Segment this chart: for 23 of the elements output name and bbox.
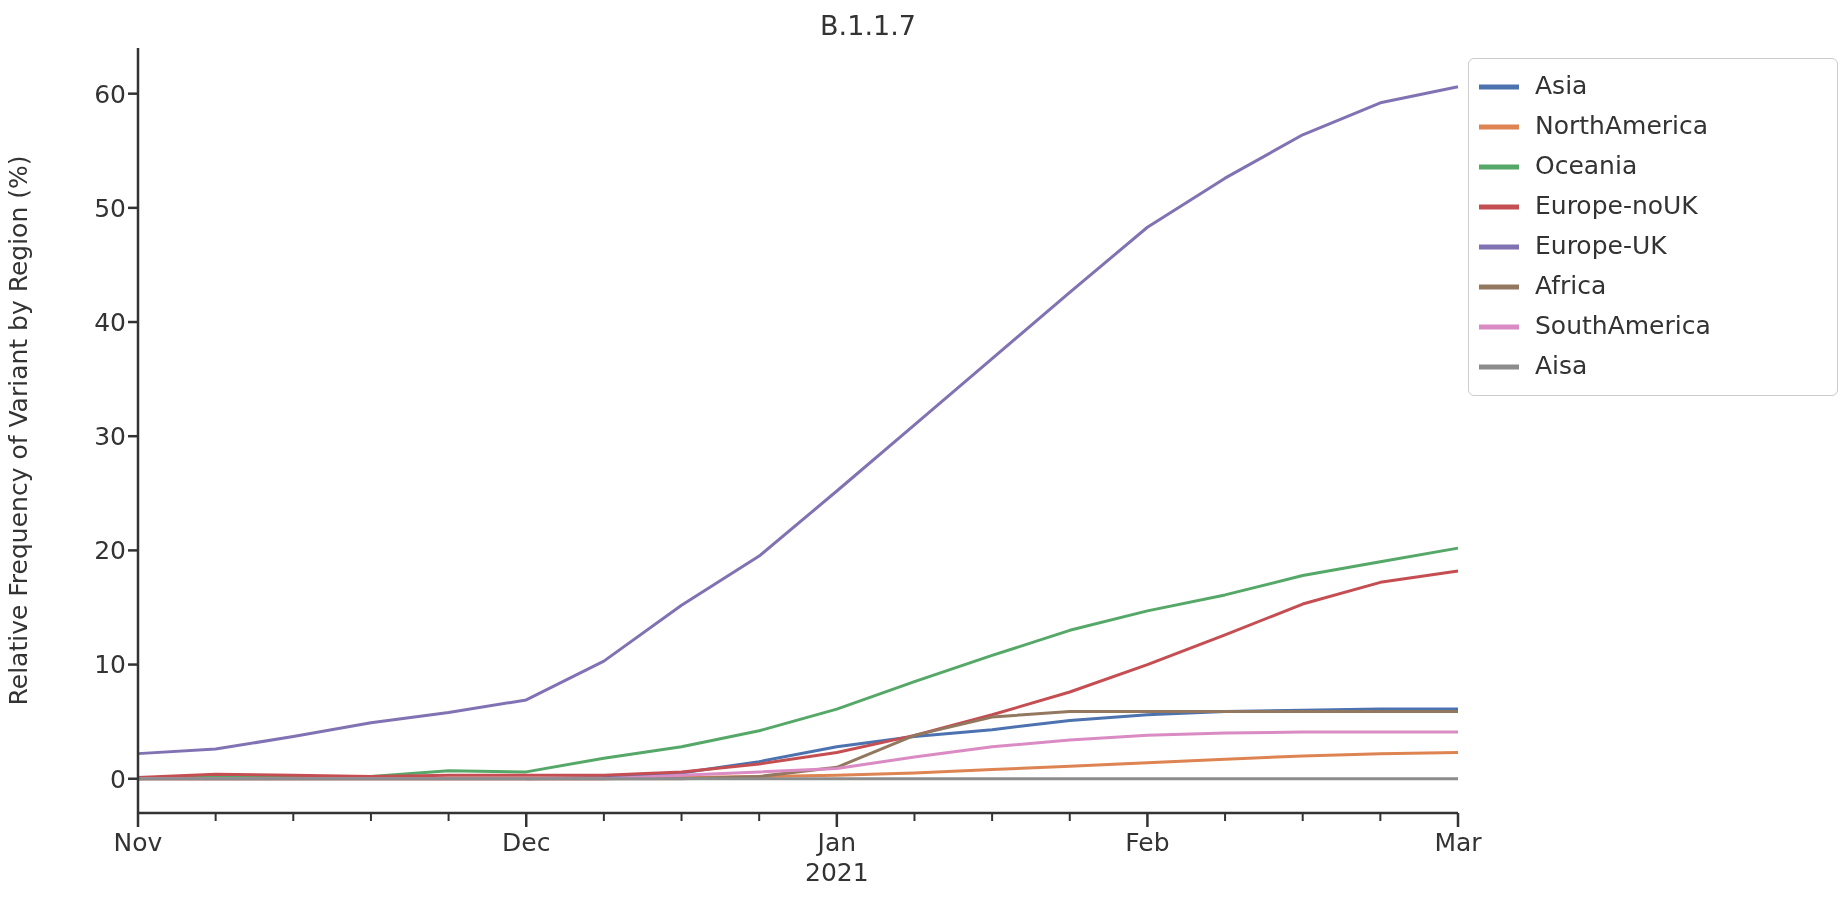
x-tick-label: Jan 2021 bbox=[805, 828, 869, 887]
y-tick-label: 10 bbox=[94, 650, 126, 680]
y-tick-label: 40 bbox=[94, 307, 126, 337]
legend-label: Aisa bbox=[1535, 351, 1588, 380]
legend-label: SouthAmerica bbox=[1535, 311, 1711, 340]
legend-label: NorthAmerica bbox=[1535, 111, 1709, 140]
y-tick-label: 30 bbox=[94, 422, 126, 452]
y-axis-title: Relative Frequency of Variant by Region (%) bbox=[3, 155, 33, 706]
y-tick-label: 60 bbox=[94, 79, 126, 109]
y-tick-label: 0 bbox=[110, 764, 126, 794]
x-tick-label: Feb bbox=[1125, 828, 1170, 857]
legend-label: Europe-noUK bbox=[1535, 191, 1698, 220]
chart-title: B.1.1.7 bbox=[819, 10, 917, 41]
legend-label: Oceania bbox=[1535, 151, 1638, 180]
y-tick-label: 20 bbox=[94, 536, 126, 566]
x-tick-label: Mar bbox=[1434, 828, 1483, 857]
legend-label: Europe-UK bbox=[1535, 231, 1667, 260]
line-series bbox=[136, 85, 1460, 756]
x-tick-label: Nov bbox=[113, 828, 163, 857]
legend-label: Africa bbox=[1535, 271, 1607, 300]
y-tick-label: 50 bbox=[94, 193, 126, 223]
x-tick-label: Dec bbox=[502, 828, 551, 857]
legend-label: Asia bbox=[1535, 71, 1588, 100]
